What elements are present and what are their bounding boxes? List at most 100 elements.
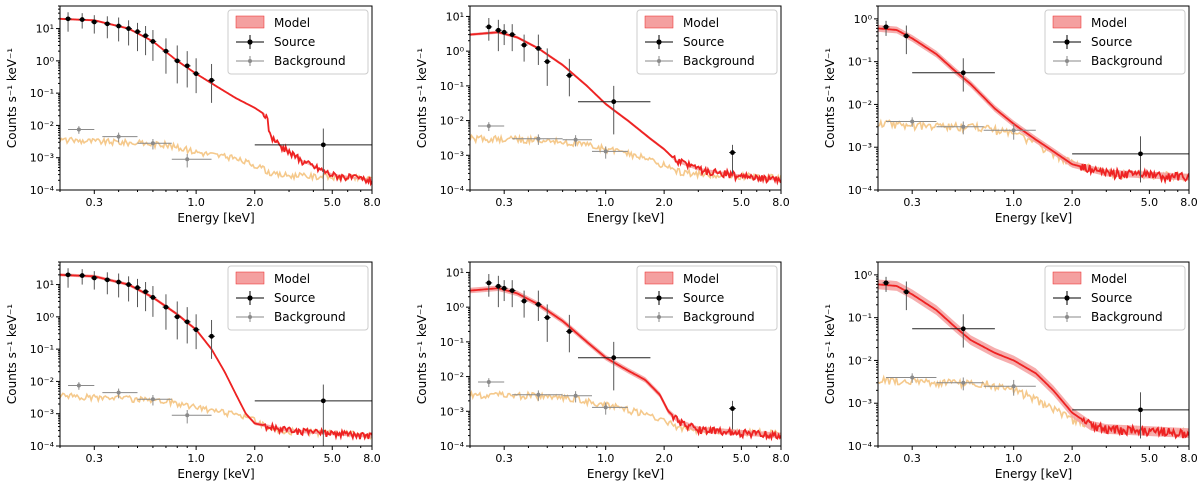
- background-point: [886, 117, 937, 127]
- background-point: [478, 378, 505, 388]
- y-tick-label: 10⁻¹: [440, 336, 464, 349]
- source-point: [183, 307, 191, 344]
- axes-frame: [469, 5, 782, 191]
- y-axis-label: Counts s⁻¹ keV⁻¹: [823, 304, 837, 404]
- source-point: [543, 304, 551, 342]
- source-point: [1072, 392, 1189, 439]
- source-point: [729, 144, 736, 174]
- x-axis-label: Energy [keV]: [995, 211, 1072, 225]
- legend-source-label: Source: [683, 291, 724, 305]
- source-point: [192, 58, 200, 94]
- source-point: [115, 17, 122, 42]
- y-tick-label: 10⁻³: [30, 408, 54, 421]
- x-tick-label: 8.0: [772, 452, 790, 465]
- plot-area: [470, 274, 781, 442]
- source-point: [208, 63, 215, 103]
- x-tick-label: 1.0: [597, 196, 615, 209]
- source-point: [1072, 136, 1189, 183]
- axes-frame: [877, 261, 1190, 447]
- panel-bottom-middle: 0.3 1.0 2.0 5.0 8.0 10⁻⁴ 10⁻³ 10⁻² 10⁻¹ 10⁰ 10¹ Ene…: [415, 261, 790, 481]
- x-axis-label: Energy [keV]: [177, 211, 254, 225]
- source-point: [142, 282, 149, 312]
- background-point: [512, 134, 563, 145]
- background-point: [137, 138, 172, 150]
- source-point: [508, 280, 516, 308]
- background-point: [171, 410, 212, 424]
- source-point: [149, 30, 157, 61]
- legend-source-label: Source: [274, 291, 315, 305]
- model-line: [878, 27, 1189, 185]
- x-tick-label: 5.0: [1141, 196, 1159, 209]
- source-point: [64, 12, 72, 32]
- legend-model-swatch: [1052, 271, 1082, 285]
- x-axis-label: Energy [keV]: [587, 467, 664, 481]
- legend-model-label: Model: [683, 16, 719, 30]
- legend-background-marker: [657, 59, 661, 63]
- x-axis-label: Energy [keV]: [995, 467, 1072, 481]
- legend-model-label: Model: [274, 16, 310, 30]
- source-point: [90, 15, 98, 34]
- y-tick-label: 10¹: [446, 10, 464, 23]
- panel-top-middle: 0.3 1.0 2.0 5.0 8.0 10⁻⁴ 10⁻³ 10⁻² 10⁻¹ 10⁰ 10¹ Ene…: [415, 5, 790, 225]
- legend-source-marker: [247, 39, 253, 45]
- source-point: [535, 290, 542, 321]
- model-line: [60, 273, 372, 441]
- legend-model-label: Model: [274, 272, 310, 286]
- x-tick-label: 2.0: [655, 196, 673, 209]
- y-tick-label: 10⁻⁴: [440, 440, 465, 453]
- x-tick-label: 1.0: [1005, 196, 1023, 209]
- y-tick-label: 10⁻³: [440, 149, 464, 162]
- background-point: [562, 135, 592, 147]
- legend-background-marker: [1065, 59, 1069, 63]
- background-point: [478, 122, 505, 132]
- legend: Model Source Background: [1044, 265, 1186, 331]
- panel-bottom-left: 0.3 1.0 2.0 5.0 8.0 10⁻⁴ 10⁻³ 10⁻² 10⁻¹ 10⁰ 10¹ Ene…: [5, 261, 381, 481]
- legend-source-label: Source: [1091, 35, 1132, 49]
- axes-frame: [469, 261, 782, 447]
- model-line: [878, 283, 1189, 440]
- x-tick-label: 2.0: [1063, 196, 1081, 209]
- y-tick-label: 10⁻⁴: [30, 184, 55, 197]
- legend: Model Source Background: [227, 265, 369, 331]
- background-point: [137, 394, 172, 406]
- y-tick-label: 10⁰: [36, 311, 55, 324]
- background-point: [102, 388, 138, 399]
- source-point: [78, 13, 86, 29]
- background-model-line: [60, 136, 372, 183]
- source-point: [173, 45, 181, 84]
- y-tick-label: 10⁻²: [30, 119, 54, 132]
- x-tick-label: 8.0: [1180, 452, 1198, 465]
- background-point: [68, 382, 95, 390]
- source-point: [903, 25, 910, 55]
- y-tick-label: 10⁰: [854, 269, 873, 282]
- x-tick-label: 1.0: [187, 196, 205, 209]
- background-point: [591, 402, 628, 415]
- background-point: [936, 121, 984, 135]
- legend-source-label: Source: [274, 35, 315, 49]
- x-tick-label: 2.0: [655, 452, 673, 465]
- y-tick-label: 10⁻¹: [848, 312, 872, 325]
- legend: Model Source Background: [1044, 9, 1186, 75]
- background-point: [983, 123, 1036, 140]
- y-axis-label: Counts s⁻¹ keV⁻¹: [5, 304, 19, 404]
- source-point: [566, 58, 573, 97]
- legend-model-label: Model: [683, 272, 719, 286]
- source-point: [495, 19, 502, 52]
- source-point: [149, 286, 157, 317]
- y-tick-label: 10⁻¹: [848, 56, 872, 69]
- legend-source-marker: [656, 39, 662, 45]
- background-point: [102, 132, 138, 143]
- x-tick-label: 5.0: [733, 196, 751, 209]
- source-point: [64, 268, 72, 288]
- source-point: [882, 20, 890, 36]
- model-band: [878, 279, 1189, 438]
- y-tick-label: 10⁰: [36, 55, 55, 68]
- x-tick-label: 2.0: [246, 196, 264, 209]
- y-tick-label: 10¹: [446, 266, 464, 279]
- source-point: [520, 34, 528, 62]
- x-tick-label: 0.3: [495, 452, 513, 465]
- x-tick-label: 8.0: [772, 196, 790, 209]
- background-model-line: [60, 392, 372, 441]
- source-point: [485, 18, 493, 41]
